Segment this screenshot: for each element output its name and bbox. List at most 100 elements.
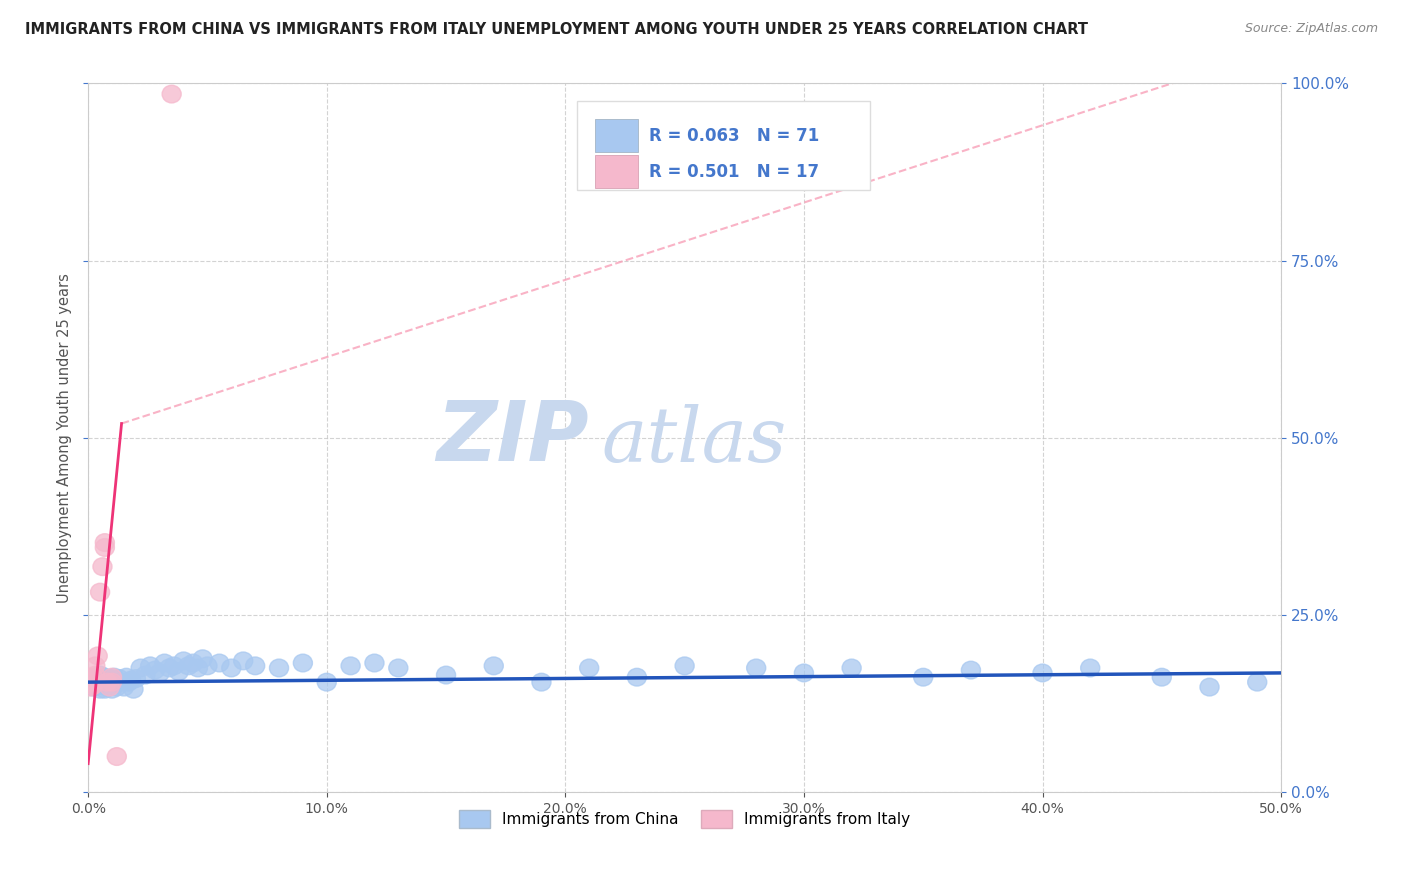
Ellipse shape [150,664,169,681]
Ellipse shape [105,673,124,691]
Ellipse shape [794,664,814,681]
Ellipse shape [110,670,129,688]
Ellipse shape [270,659,288,677]
Y-axis label: Unemployment Among Youth under 25 years: Unemployment Among Youth under 25 years [58,273,72,603]
Ellipse shape [83,677,103,695]
Text: ZIP: ZIP [437,397,589,478]
Ellipse shape [436,666,456,684]
Ellipse shape [184,654,202,672]
Ellipse shape [86,666,105,684]
Ellipse shape [165,657,184,674]
Ellipse shape [209,654,229,672]
Ellipse shape [112,673,131,691]
Ellipse shape [83,670,103,688]
Ellipse shape [96,539,114,557]
Ellipse shape [120,673,138,691]
Ellipse shape [127,670,145,688]
Ellipse shape [107,678,127,696]
Ellipse shape [83,668,103,686]
Ellipse shape [842,659,862,677]
Ellipse shape [100,670,120,688]
Ellipse shape [117,668,136,686]
Ellipse shape [105,668,124,686]
Ellipse shape [97,673,117,691]
Ellipse shape [86,657,105,674]
Ellipse shape [93,675,112,693]
Ellipse shape [124,681,143,698]
Ellipse shape [89,677,107,695]
Ellipse shape [103,671,121,689]
Ellipse shape [1153,668,1171,686]
Ellipse shape [100,675,120,693]
Ellipse shape [579,659,599,677]
Ellipse shape [193,650,212,667]
Ellipse shape [627,668,647,686]
Ellipse shape [103,673,121,691]
Ellipse shape [96,533,114,551]
Ellipse shape [389,659,408,677]
Ellipse shape [103,668,121,686]
Ellipse shape [179,657,198,674]
Ellipse shape [294,654,312,672]
Ellipse shape [169,663,188,681]
Ellipse shape [103,681,121,698]
Ellipse shape [90,681,110,698]
Ellipse shape [131,659,150,677]
Ellipse shape [89,671,107,689]
Ellipse shape [1247,673,1267,691]
Ellipse shape [141,657,160,674]
Ellipse shape [82,678,100,696]
Text: atlas: atlas [602,404,786,478]
Ellipse shape [188,659,208,677]
Ellipse shape [222,659,240,677]
Ellipse shape [1199,678,1219,696]
Ellipse shape [162,86,181,103]
FancyBboxPatch shape [578,101,869,190]
Ellipse shape [96,681,114,698]
Ellipse shape [160,659,179,677]
Ellipse shape [82,673,100,691]
Text: IMMIGRANTS FROM CHINA VS IMMIGRANTS FROM ITALY UNEMPLOYMENT AMONG YOUTH UNDER 25: IMMIGRANTS FROM CHINA VS IMMIGRANTS FROM… [25,22,1088,37]
Text: R = 0.063   N = 71: R = 0.063 N = 71 [648,127,820,145]
Ellipse shape [93,671,112,689]
Ellipse shape [747,659,766,677]
Ellipse shape [83,678,103,696]
Ellipse shape [121,671,141,689]
Ellipse shape [675,657,695,674]
Ellipse shape [914,668,932,686]
Ellipse shape [962,661,980,679]
Ellipse shape [233,652,253,670]
Ellipse shape [100,678,120,696]
Text: R = 0.501   N = 17: R = 0.501 N = 17 [648,162,818,180]
Ellipse shape [114,678,134,696]
Ellipse shape [136,666,155,684]
Ellipse shape [107,747,127,765]
Ellipse shape [246,657,264,674]
Ellipse shape [366,654,384,672]
Ellipse shape [97,673,117,691]
Ellipse shape [174,652,193,670]
Ellipse shape [318,673,336,691]
Ellipse shape [86,668,105,686]
FancyBboxPatch shape [595,155,638,188]
Ellipse shape [93,558,112,575]
FancyBboxPatch shape [595,120,638,152]
Ellipse shape [531,673,551,691]
Ellipse shape [1081,659,1099,677]
Ellipse shape [342,657,360,674]
Ellipse shape [198,657,217,674]
Ellipse shape [1033,664,1052,681]
Legend: Immigrants from China, Immigrants from Italy: Immigrants from China, Immigrants from I… [453,804,917,834]
Ellipse shape [90,666,110,684]
Text: Source: ZipAtlas.com: Source: ZipAtlas.com [1244,22,1378,36]
Ellipse shape [155,654,174,672]
Ellipse shape [83,673,103,691]
Ellipse shape [96,668,114,686]
Ellipse shape [86,673,105,691]
Ellipse shape [145,661,165,679]
Ellipse shape [484,657,503,674]
Ellipse shape [82,673,100,691]
Ellipse shape [89,647,107,665]
Ellipse shape [90,583,110,601]
Ellipse shape [97,678,117,696]
